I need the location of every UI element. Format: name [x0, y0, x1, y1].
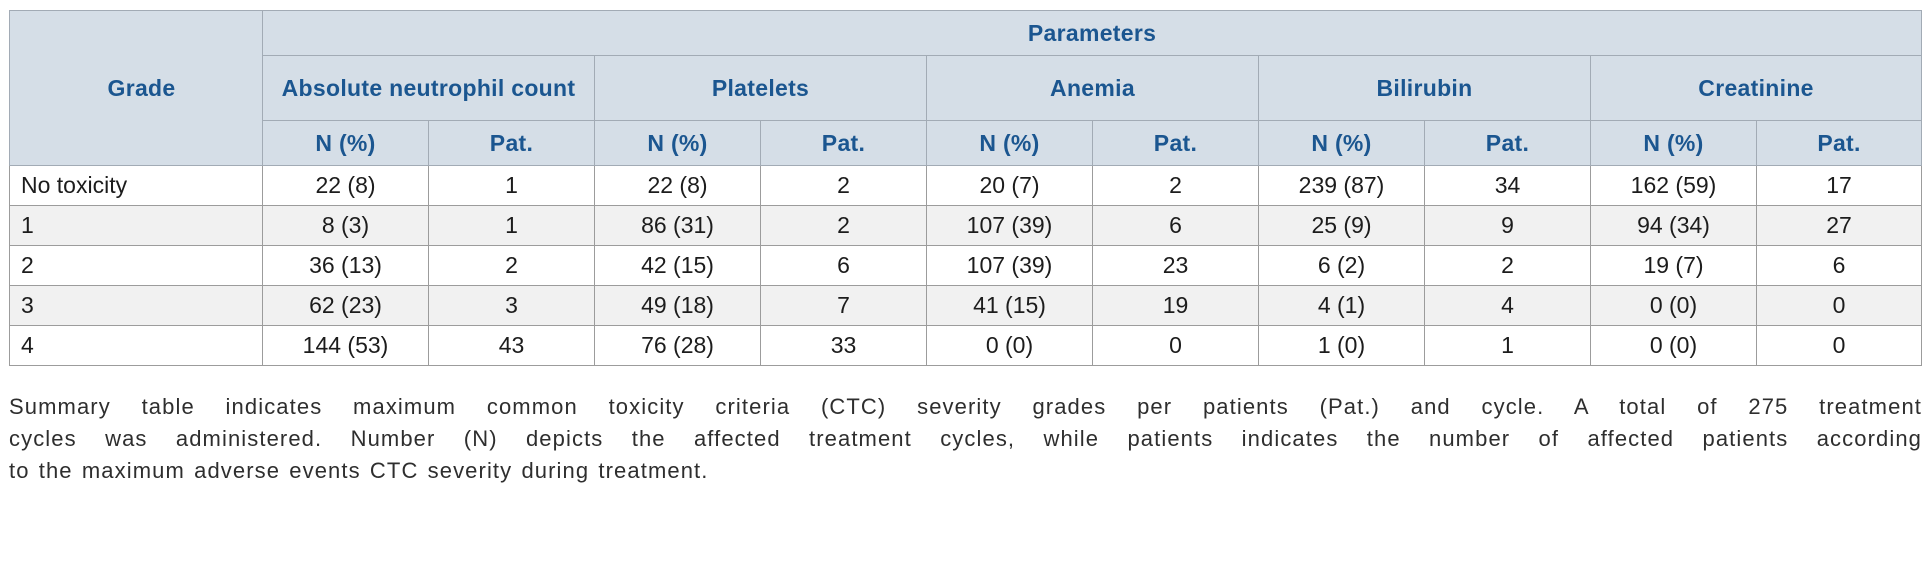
subheader-pat: Pat. [428, 120, 595, 166]
data-cell: 0 [1092, 325, 1259, 366]
data-cell: 2 [428, 245, 595, 286]
data-cell: 6 (2) [1258, 245, 1425, 286]
subheader-n-pct: N (%) [1590, 120, 1757, 166]
table-caption: Summary table indicates maximum common t… [9, 391, 1922, 487]
data-cell: 86 (31) [594, 205, 761, 246]
data-cell: 42 (15) [594, 245, 761, 286]
data-cell: 107 (39) [926, 245, 1093, 286]
table-row: No toxicity 22 (8) 1 22 (8) 2 20 (7) 2 2… [9, 165, 1923, 206]
subheader-pat: Pat. [1755, 120, 1923, 166]
data-cell: 25 (9) [1258, 205, 1425, 246]
data-cell: 3 [428, 285, 595, 326]
data-cell: 8 (3) [262, 205, 429, 246]
data-cell: 1 [428, 205, 595, 246]
data-cell: 2 [1092, 165, 1259, 206]
subheader-pat: Pat. [1092, 120, 1259, 166]
group-header-absolute-neutrophil-count: Absolute neutrophil count [262, 55, 595, 121]
column-header-parameters: Parameters [261, 10, 1923, 56]
data-cell: 2 [760, 165, 927, 206]
data-cell: 4 [1424, 285, 1591, 326]
data-cell: 6 [1755, 245, 1923, 286]
group-header-platelets: Platelets [594, 55, 927, 121]
data-cell: 17 [1755, 165, 1923, 206]
table-row: 2 36 (13) 2 42 (15) 6 107 (39) 23 6 (2) … [9, 245, 1923, 286]
data-cell: 2 [1424, 245, 1591, 286]
data-cell: 144 (53) [262, 325, 429, 366]
data-cell: 7 [760, 285, 927, 326]
data-cell: 9 [1424, 205, 1591, 246]
toxicity-summary-table: Grade Parameters Absolute neutrophil cou… [9, 10, 1923, 366]
data-cell: 2 [760, 205, 927, 246]
data-cell: 0 (0) [1590, 285, 1757, 326]
data-cell: 20 (7) [926, 165, 1093, 206]
group-header-bilirubin: Bilirubin [1258, 55, 1591, 121]
grade-cell: 4 [9, 325, 263, 366]
table-row: 4 144 (53) 43 76 (28) 33 0 (0) 0 1 (0) 1… [9, 325, 1923, 366]
subheader-n-pct: N (%) [926, 120, 1093, 166]
data-cell: 1 [428, 165, 595, 206]
caption-line: to the maximum adverse events CTC severi… [9, 458, 709, 483]
group-header-anemia: Anemia [926, 55, 1259, 121]
grade-cell: 3 [9, 285, 263, 326]
header-row-groups: Absolute neutrophil count Platelets Anem… [10, 55, 1923, 121]
grade-cell: 1 [9, 205, 263, 246]
data-cell: 0 (0) [1590, 325, 1757, 366]
data-cell: 34 [1424, 165, 1591, 206]
data-cell: 76 (28) [594, 325, 761, 366]
data-cell: 43 [428, 325, 595, 366]
data-cell: 4 (1) [1258, 285, 1425, 326]
subheader-n-pct: N (%) [594, 120, 761, 166]
data-cell: 0 (0) [926, 325, 1093, 366]
grade-cell: 2 [9, 245, 263, 286]
subheader-n-pct: N (%) [1258, 120, 1425, 166]
caption-line: Summary table indicates maximum common t… [9, 394, 1922, 419]
header-row-parameters: Grade Parameters [9, 10, 1923, 166]
page: Grade Parameters Absolute neutrophil cou… [0, 10, 1931, 587]
subheader-pat: Pat. [1424, 120, 1591, 166]
data-cell: 107 (39) [926, 205, 1093, 246]
subheader-pat: Pat. [760, 120, 927, 166]
data-cell: 23 [1092, 245, 1259, 286]
data-cell: 33 [760, 325, 927, 366]
table-row: 3 62 (23) 3 49 (18) 7 41 (15) 19 4 (1) 4… [9, 285, 1923, 326]
data-cell: 1 (0) [1258, 325, 1425, 366]
table-row: 1 8 (3) 1 86 (31) 2 107 (39) 6 25 (9) 9 … [9, 205, 1923, 246]
group-header-creatinine: Creatinine [1589, 55, 1923, 121]
data-cell: 22 (8) [594, 165, 761, 206]
data-cell: 19 (7) [1590, 245, 1757, 286]
data-cell: 94 (34) [1590, 205, 1757, 246]
data-cell: 1 [1424, 325, 1591, 366]
data-cell: 6 [760, 245, 927, 286]
header-row-subcolumns: N (%) Pat. N (%) Pat. N (%) Pat. N (%) P… [10, 120, 1923, 166]
data-cell: 27 [1755, 205, 1923, 246]
data-cell: 0 [1755, 325, 1923, 366]
data-cell: 6 [1092, 205, 1259, 246]
data-cell: 0 [1755, 285, 1923, 326]
data-cell: 239 (87) [1258, 165, 1425, 206]
data-cell: 36 (13) [262, 245, 429, 286]
subheader-n-pct: N (%) [262, 120, 429, 166]
data-cell: 49 (18) [594, 285, 761, 326]
grade-cell: No toxicity [9, 165, 263, 206]
column-header-grade: Grade [9, 10, 263, 166]
data-cell: 162 (59) [1590, 165, 1757, 206]
data-cell: 41 (15) [926, 285, 1093, 326]
data-cell: 62 (23) [262, 285, 429, 326]
caption-line: cycles was administered. Number (N) depi… [9, 426, 1922, 451]
data-cell: 19 [1092, 285, 1259, 326]
data-cell: 22 (8) [262, 165, 429, 206]
